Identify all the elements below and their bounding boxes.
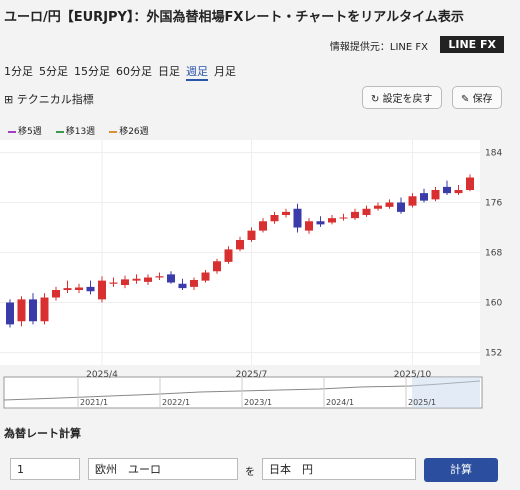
to-select[interactable]: 日本 円 — [262, 458, 416, 480]
y-tick-label: 176 — [485, 199, 502, 209]
candle-body — [362, 208, 371, 215]
chart: 152 160 168 176 184 2025/4 2025/7 2025/10 2021/1… — [0, 140, 502, 409]
nav-label: 2023/1 — [244, 398, 272, 407]
candle-body — [316, 221, 325, 225]
tab[interactable]: 日足 — [158, 65, 180, 78]
candle-body — [259, 221, 267, 231]
candle-body — [247, 230, 256, 240]
candle-body — [454, 190, 463, 194]
candle-body — [75, 287, 83, 290]
tab[interactable]: 5分足 — [39, 65, 68, 78]
x-tick-label: 2025/10 — [394, 370, 432, 380]
candle-body — [190, 280, 198, 287]
legend-label: 移26週 — [119, 127, 149, 137]
legend-item: 移5週 — [8, 124, 42, 137]
candle-body — [144, 277, 152, 282]
candle-body — [466, 177, 474, 190]
nav-label: 2022/1 — [162, 398, 190, 407]
logo[interactable]: LINE FX — [440, 36, 504, 53]
page-title: ユーロ/円【EURJPY】：外国為替相場FXレート・チャートをリアルタイム表示 — [4, 10, 464, 25]
candle-body — [397, 202, 405, 212]
candle-body — [443, 186, 451, 194]
candle-body — [213, 261, 221, 272]
legend-item: 移13週 — [55, 124, 96, 137]
candle-body — [178, 283, 187, 289]
tab[interactable]: 月足 — [214, 65, 236, 78]
candle-body — [155, 276, 164, 278]
candle-body — [86, 286, 95, 292]
candle-body — [167, 274, 175, 283]
candle-body — [339, 217, 348, 219]
candle-body — [408, 196, 417, 206]
technical[interactable]: ⊞ テクニカル指標 — [4, 93, 94, 106]
candle-body — [305, 221, 313, 231]
candle-body — [121, 279, 129, 285]
legend: 移5週 移13週 移26週 — [8, 124, 149, 137]
nav-label: 2021/1 — [80, 398, 108, 407]
candle-body — [328, 218, 336, 223]
navigator — [3, 376, 483, 409]
tab[interactable]: 1分足 — [4, 65, 33, 78]
candle-body — [17, 299, 26, 322]
legend-label: 移5週 — [18, 127, 42, 137]
tab[interactable]: 週足 — [186, 63, 208, 81]
tab[interactable]: 15分足 — [74, 65, 110, 78]
legend-swatch — [109, 130, 118, 133]
calc-title: 為替レート計算 — [4, 427, 81, 440]
candle-body — [6, 302, 14, 325]
source[interactable]: 情報提供元：LINE FX — [329, 42, 428, 53]
candle-body — [224, 249, 233, 262]
nav-label: 2025/1 — [408, 398, 436, 407]
tabs: 1分足 5分足 15分足 60分足 日足 週足 月足 — [4, 63, 236, 81]
candle-body — [374, 205, 382, 209]
candle-body — [351, 211, 359, 219]
candle-body — [40, 297, 49, 322]
x-tick-label: 2025/4 — [86, 370, 118, 380]
candle-body — [109, 282, 118, 284]
candle-body — [293, 208, 302, 228]
candle-body — [98, 280, 106, 300]
candle-body — [270, 215, 279, 222]
candle-body — [52, 290, 60, 298]
legend-item: 移26週 — [109, 124, 149, 137]
nav-label: 2024/1 — [326, 398, 354, 407]
candle-body — [431, 190, 440, 200]
candle-body — [132, 278, 141, 281]
mid-text: を — [245, 467, 255, 478]
reset-button[interactable]: ↻ 設定を戻す — [362, 86, 442, 109]
y-tick-label: 184 — [485, 149, 502, 159]
reset-label: 設定を戻す — [382, 94, 433, 105]
save-label: 保存 — [472, 94, 493, 105]
candle-body — [420, 193, 428, 201]
y-tick-label: 152 — [485, 349, 502, 359]
legend-swatch — [8, 130, 16, 133]
candle-body — [201, 272, 210, 281]
from-select[interactable]: 欧州 ユーロ — [88, 458, 238, 480]
legend-swatch — [55, 130, 64, 133]
candle-body — [282, 211, 290, 215]
save-button[interactable]: ✎ 保存 — [452, 86, 502, 109]
candle-body — [385, 202, 394, 207]
y-tick-label: 160 — [485, 299, 502, 309]
technical-label: テクニカル指標 — [16, 93, 94, 106]
calc-button[interactable]: 計算 — [424, 458, 498, 482]
tab[interactable]: 60分足 — [116, 65, 152, 78]
candle-body — [29, 299, 37, 322]
candle-body — [236, 240, 244, 250]
legend-label: 移13週 — [65, 127, 96, 137]
amount-input[interactable]: 1 — [10, 458, 80, 480]
candle-body — [63, 288, 72, 290]
x-tick-label: 2025/7 — [236, 370, 268, 380]
navigator-window[interactable] — [412, 377, 480, 408]
y-tick-label: 168 — [485, 249, 502, 259]
